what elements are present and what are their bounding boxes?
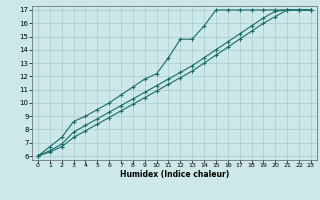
X-axis label: Humidex (Indice chaleur): Humidex (Indice chaleur) [120,170,229,179]
